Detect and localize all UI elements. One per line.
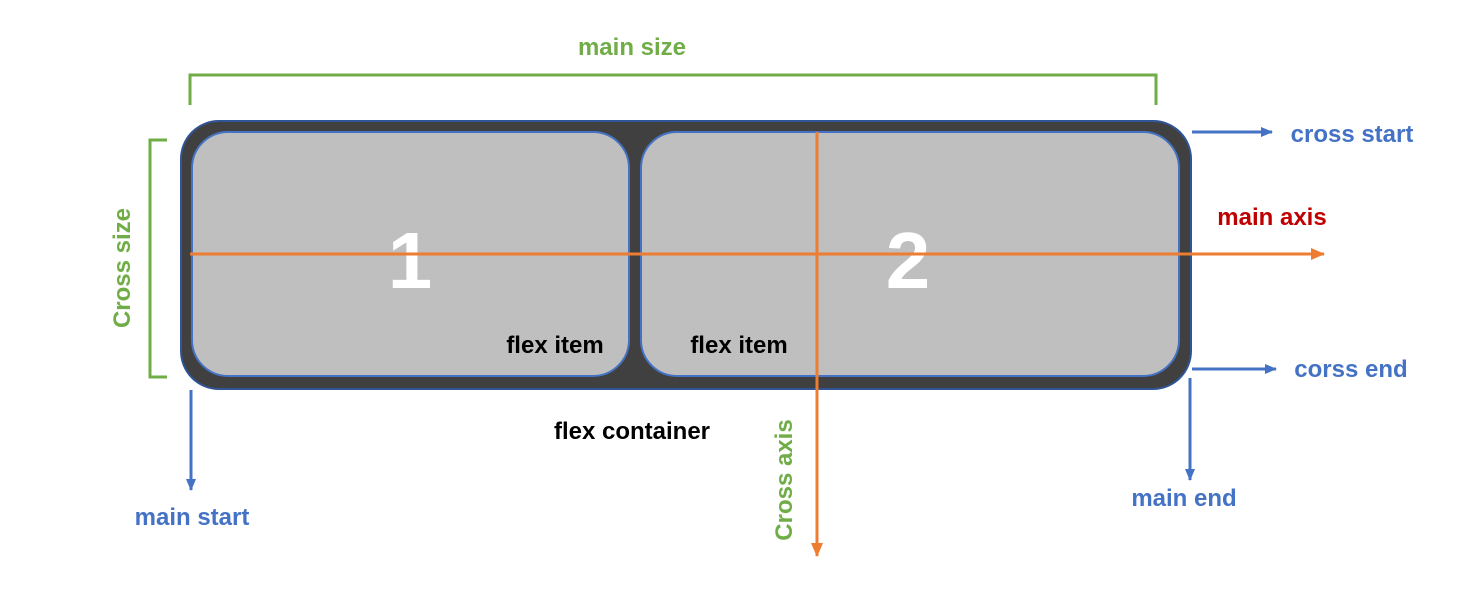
main-end-label: main end: [1131, 485, 1236, 512]
cross-axis-label: Cross axis: [771, 419, 798, 540]
main-axis-label: main axis: [1217, 204, 1326, 231]
main-start-label: main start: [135, 504, 250, 531]
flex-item-2-number: 2: [886, 216, 931, 305]
cross-size-bracket: [148, 138, 167, 379]
flex-container-label: flex container: [554, 418, 710, 445]
main-size-bracket: [188, 73, 1158, 105]
flex-item-1-label: flex item: [506, 332, 603, 359]
cross-end-label: corss end: [1294, 356, 1407, 383]
cross-size-label: Cross size: [109, 208, 136, 328]
flex-item-2-label: flex item: [690, 332, 787, 359]
flex-item-1-number: 1: [388, 216, 433, 305]
main-size-label: main size: [578, 34, 686, 61]
cross-start-label: cross start: [1291, 121, 1414, 148]
